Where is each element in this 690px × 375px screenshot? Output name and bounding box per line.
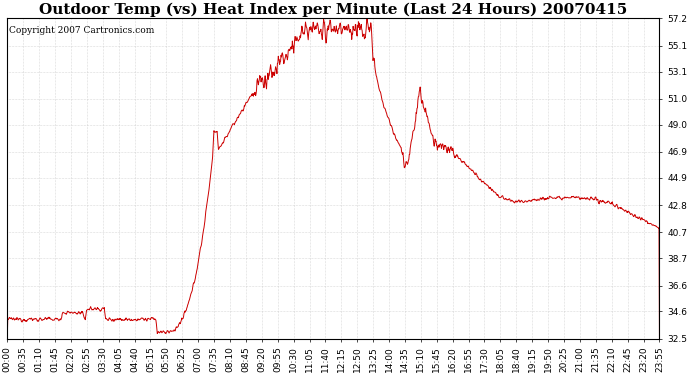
Title: Outdoor Temp (vs) Heat Index per Minute (Last 24 Hours) 20070415: Outdoor Temp (vs) Heat Index per Minute … — [39, 3, 627, 17]
Text: Copyright 2007 Cartronics.com: Copyright 2007 Cartronics.com — [9, 26, 155, 35]
